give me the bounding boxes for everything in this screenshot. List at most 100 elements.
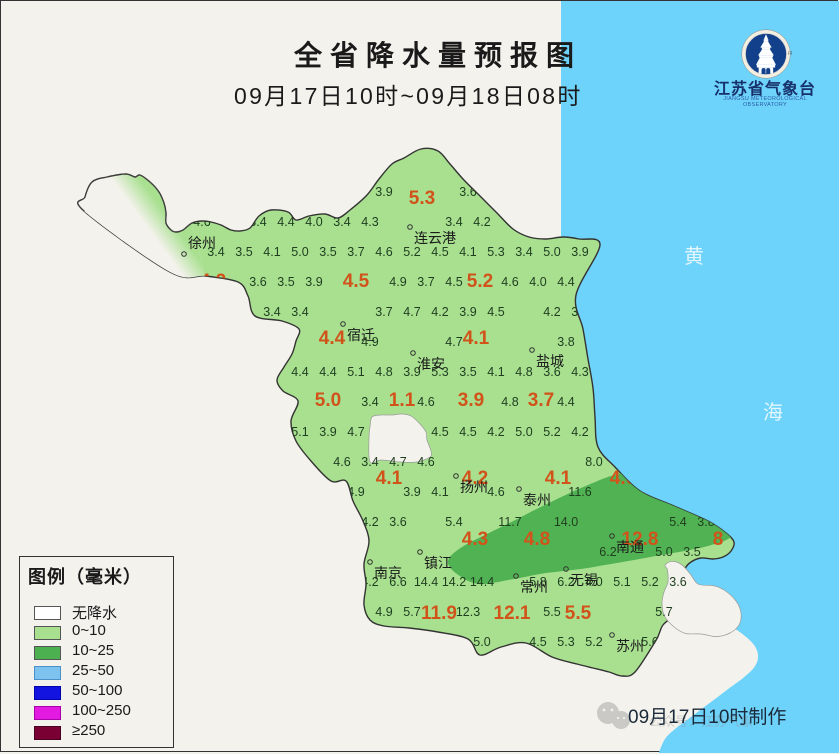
- svg-text:5.3: 5.3: [487, 245, 504, 259]
- svg-text:泰州: 泰州: [523, 492, 551, 508]
- svg-text:淮安: 淮安: [417, 356, 445, 372]
- svg-text:1.1: 1.1: [389, 390, 416, 411]
- svg-text:无锡: 无锡: [570, 572, 598, 588]
- svg-text:3.6: 3.6: [389, 515, 406, 529]
- svg-text:4.6: 4.6: [193, 215, 210, 229]
- svg-text:4.4: 4.4: [557, 275, 574, 289]
- svg-text:5.5: 5.5: [543, 605, 560, 619]
- svg-text:5.3: 5.3: [557, 635, 574, 649]
- svg-text:4.1: 4.1: [263, 245, 280, 259]
- svg-text:镇江: 镇江: [424, 555, 452, 571]
- svg-text:14.4: 14.4: [470, 575, 494, 589]
- svg-text:4.5: 4.5: [431, 245, 448, 259]
- svg-text:3.4: 3.4: [361, 455, 378, 469]
- svg-text:4.4: 4.4: [557, 395, 574, 409]
- svg-text:11.9: 11.9: [421, 603, 457, 624]
- svg-text:3.8: 3.8: [557, 335, 574, 349]
- svg-text:3.5: 3.5: [683, 545, 700, 559]
- svg-text:3.4: 3.4: [333, 215, 350, 229]
- svg-text:4.2: 4.2: [200, 271, 226, 292]
- svg-text:4.8: 4.8: [375, 365, 392, 379]
- svg-text:常州: 常州: [520, 579, 548, 595]
- svg-text:4.5: 4.5: [445, 275, 462, 289]
- svg-text:盐城: 盐城: [536, 353, 564, 369]
- svg-text:4.2: 4.2: [361, 515, 378, 529]
- svg-text:5.2: 5.2: [467, 271, 493, 292]
- svg-text:5.3: 5.3: [409, 188, 435, 209]
- svg-text:5.2: 5.2: [641, 575, 658, 589]
- svg-text:5.4: 5.4: [669, 515, 686, 529]
- svg-text:4.2: 4.2: [487, 425, 504, 439]
- svg-text:5.1: 5.1: [347, 365, 364, 379]
- svg-text:4.6: 4.6: [487, 485, 504, 499]
- svg-text:4.6: 4.6: [417, 395, 434, 409]
- svg-text:3.9: 3.9: [319, 425, 336, 439]
- svg-text:5.0: 5.0: [291, 245, 308, 259]
- svg-text:4.3: 4.3: [462, 529, 488, 550]
- svg-text:3.6: 3.6: [249, 275, 266, 289]
- svg-text:4.6: 4.6: [375, 245, 392, 259]
- svg-text:4.7: 4.7: [445, 335, 462, 349]
- svg-text:4.5: 4.5: [487, 305, 504, 319]
- svg-text:4.4: 4.4: [291, 365, 308, 379]
- svg-text:4.3: 4.3: [571, 365, 588, 379]
- svg-text:4.9: 4.9: [375, 605, 392, 619]
- svg-text:扬州: 扬州: [460, 479, 488, 495]
- svg-text:4.1: 4.1: [545, 468, 572, 489]
- svg-text:3.4: 3.4: [361, 395, 378, 409]
- svg-text:3.5: 3.5: [235, 245, 252, 259]
- svg-text:4.1: 4.1: [376, 468, 403, 489]
- svg-text:5.5: 5.5: [565, 603, 592, 624]
- svg-text:4.6: 4.6: [333, 455, 350, 469]
- svg-text:3.4: 3.4: [445, 215, 462, 229]
- svg-text:3.4: 3.4: [598, 390, 625, 411]
- svg-text:3.9: 3.9: [458, 390, 484, 411]
- svg-text:4.1: 4.1: [459, 245, 476, 259]
- svg-text:3.9: 3.9: [571, 245, 588, 259]
- svg-text:4.5: 4.5: [459, 425, 476, 439]
- svg-text:4.2: 4.2: [543, 305, 560, 319]
- svg-text:4.3: 4.3: [361, 215, 378, 229]
- svg-text:3.6: 3.6: [669, 575, 686, 589]
- svg-text:苏州: 苏州: [616, 638, 644, 654]
- svg-text:4.9: 4.9: [389, 275, 406, 289]
- svg-text:8: 8: [713, 529, 724, 550]
- svg-text:4.7: 4.7: [347, 425, 364, 439]
- svg-text:4.1: 4.1: [487, 365, 504, 379]
- svg-text:14.0: 14.0: [554, 515, 578, 529]
- svg-text:3.7: 3.7: [347, 245, 364, 259]
- svg-text:5.0: 5.0: [543, 245, 560, 259]
- svg-text:4.0: 4.0: [305, 215, 322, 229]
- svg-text:6.2: 6.2: [599, 545, 616, 559]
- svg-text:4.0: 4.0: [529, 275, 546, 289]
- svg-text:3.7: 3.7: [375, 305, 392, 319]
- svg-text:5.0: 5.0: [515, 425, 532, 439]
- svg-text:4.7: 4.7: [389, 455, 406, 469]
- svg-text:5.0: 5.0: [473, 635, 490, 649]
- svg-text:4.4: 4.4: [319, 328, 346, 349]
- svg-text:3.5: 3.5: [319, 245, 336, 259]
- svg-text:4.5: 4.5: [431, 425, 448, 439]
- svg-text:3.5: 3.5: [459, 365, 476, 379]
- svg-text:11.6: 11.6: [568, 485, 591, 499]
- svg-text:3.9: 3.9: [571, 305, 588, 319]
- svg-text:4.6: 4.6: [501, 275, 518, 289]
- svg-text:8.0: 8.0: [585, 455, 602, 469]
- svg-text:4.2: 4.2: [571, 425, 588, 439]
- svg-text:5.7: 5.7: [655, 605, 672, 619]
- svg-text:12.3: 12.3: [456, 605, 480, 619]
- svg-text:4.4: 4.4: [277, 215, 294, 229]
- svg-text:3.9: 3.9: [459, 305, 476, 319]
- svg-text:14.2: 14.2: [442, 575, 466, 589]
- svg-text:4.8: 4.8: [501, 395, 518, 409]
- svg-text:3.6: 3.6: [459, 185, 476, 199]
- svg-text:3.7: 3.7: [528, 390, 554, 411]
- svg-text:连云港: 连云港: [414, 230, 456, 246]
- svg-text:3.9: 3.9: [375, 185, 392, 199]
- svg-text:3.9: 3.9: [403, 485, 420, 499]
- svg-text:5.1: 5.1: [613, 575, 630, 589]
- svg-text:4.5: 4.5: [343, 271, 370, 292]
- svg-text:3.4: 3.4: [291, 305, 308, 319]
- svg-text:4.1: 4.1: [463, 328, 490, 349]
- svg-text:5.0: 5.0: [315, 390, 341, 411]
